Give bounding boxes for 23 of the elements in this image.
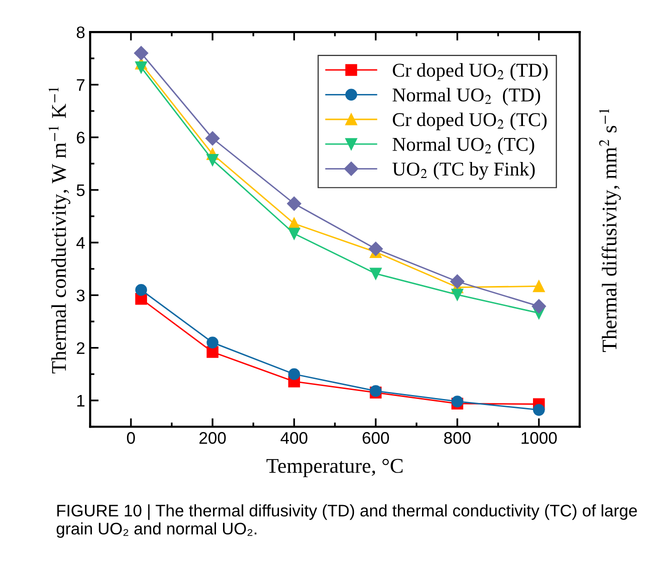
legend-label: UO$_{2}$ (TC by Fink) bbox=[392, 162, 535, 180]
y-tick-label: 4 bbox=[76, 237, 85, 249]
x-tick-label: 200 bbox=[199, 432, 226, 444]
legend-label: Normal UO$_{2}$ (TD) bbox=[392, 88, 540, 106]
legend-label: Cr doped UO$_{2}$ (TD) bbox=[392, 63, 548, 81]
y-tick-label: 6 bbox=[76, 132, 85, 144]
x-axis-title: Temperature, °C bbox=[266, 458, 403, 478]
legend-label: Normal UO$_{2}$ (TC) bbox=[392, 137, 534, 155]
y-axis-title: Thermal conductivity, W m$^{−1}$ K$^{−1}$ bbox=[48, 88, 70, 374]
y-tick-label: 2 bbox=[76, 342, 84, 354]
y-tick-label: 7 bbox=[76, 79, 84, 91]
y-tick-label: 5 bbox=[76, 184, 85, 196]
y-tick-label: 3 bbox=[76, 290, 85, 302]
y-tick-label: 1 bbox=[77, 395, 84, 406]
legend-label: Cr doped UO$_{2}$ (TC) bbox=[392, 112, 547, 130]
x-tick-label: 600 bbox=[362, 432, 389, 444]
y-tick-label: 8 bbox=[76, 26, 85, 38]
caption: FIGURE 10 | The thermal diffusivity (TD) and thermal conductivity (TC) of large grain UO₂ and normal UO₂. bbox=[56, 504, 637, 538]
x-tick-label: 800 bbox=[444, 432, 471, 444]
x-tick-label: 400 bbox=[280, 432, 308, 444]
x-tick-label: 0 bbox=[126, 432, 135, 444]
y2-axis-title: Thermal diffusivity, mm$^{2}$ s$^{−1}$ bbox=[599, 109, 621, 352]
x-tick-label: 1000 bbox=[522, 432, 557, 444]
